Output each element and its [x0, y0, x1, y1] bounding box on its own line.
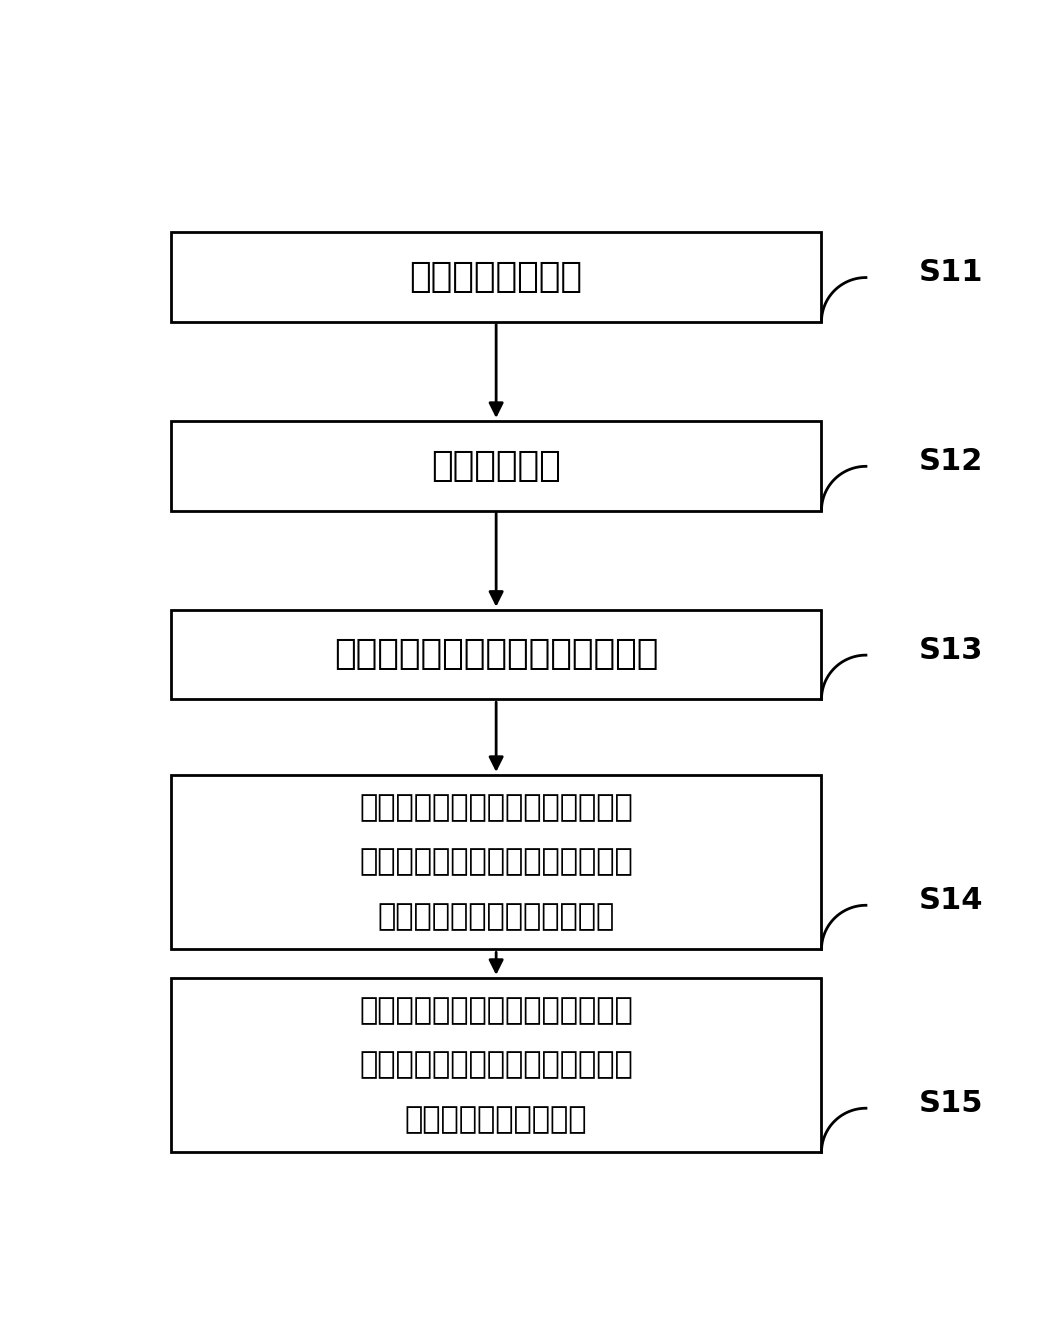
Text: 每一类代表词对应的多个配送地址: 每一类代表词对应的多个配送地址 [359, 1050, 633, 1079]
Text: 获取历史配送地址: 获取历史配送地址 [410, 260, 583, 294]
Bar [171, 609, 822, 699]
Bar [171, 421, 822, 511]
Bar [171, 232, 822, 322]
Text: 其对应的配送地址的地理位置接近: 其对应的配送地址的地理位置接近 [359, 847, 633, 876]
Text: S14: S14 [919, 886, 983, 915]
Text: S11: S11 [919, 258, 983, 287]
Text: S13: S13 [919, 636, 983, 665]
Text: 对初始词库进行过滤得到过滤词库: 对初始词库进行过滤得到过滤词库 [334, 637, 658, 671]
Text: 对于过滤词库中的各个代表词，按: 对于过滤词库中的各个代表词，按 [359, 793, 633, 822]
Text: 的原则对这些代表词进行聚类: 的原则对这些代表词进行聚类 [378, 903, 614, 931]
Text: 对于聚类得到的各类的代表词，将: 对于聚类得到的各类的代表词，将 [359, 996, 633, 1025]
Text: 确定初始词库: 确定初始词库 [431, 449, 561, 483]
Bar [171, 977, 822, 1152]
Text: S15: S15 [919, 1090, 983, 1117]
Text: 作为一个商品配送范围: 作为一个商品配送范围 [405, 1106, 587, 1135]
Text: S12: S12 [919, 448, 983, 477]
Bar [171, 775, 822, 949]
